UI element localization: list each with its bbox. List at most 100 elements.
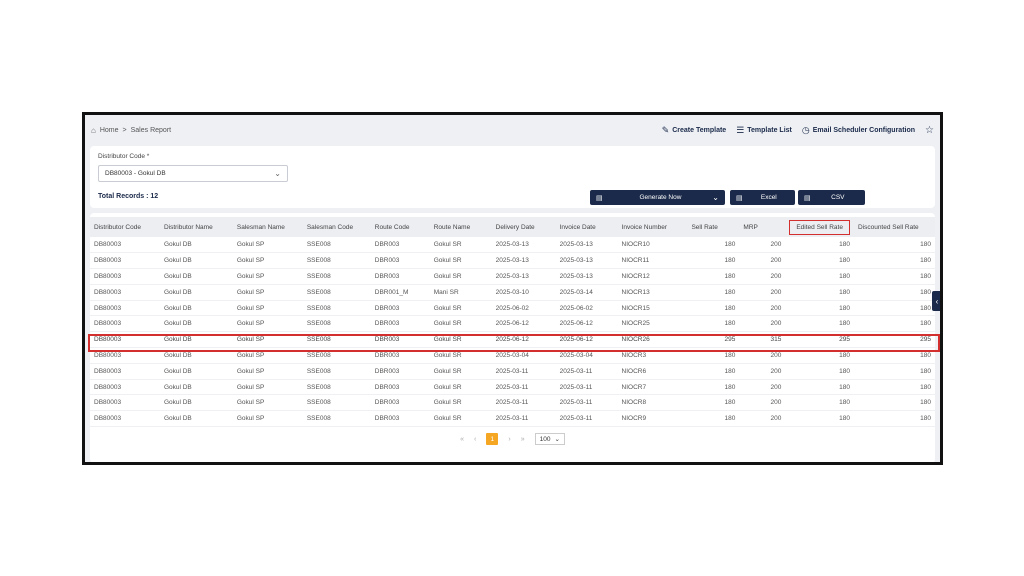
table-cell: 180 <box>853 315 935 333</box>
column-header[interactable]: Sell Rate <box>687 217 740 237</box>
table-cell: Gokul DB <box>159 379 233 396</box>
table-row[interactable]: DB80003 Gokul DB Gokul SP SSE008 DBR003 Gokul… <box>90 300 935 317</box>
table-cell: Gokul SP <box>232 252 303 270</box>
table-cell: Gokul SR <box>429 315 492 333</box>
table-cell: DBR001_M <box>370 284 430 301</box>
table-cell: 180 <box>785 363 854 380</box>
table-cell: 2025-03-11 <box>555 410 618 428</box>
column-header[interactable]: Invoice Date <box>555 217 618 237</box>
column-header-label: Delivery Date <box>495 223 535 231</box>
table-cell: DB80003 <box>90 300 160 317</box>
table-cell: 2025-03-13 <box>555 268 618 285</box>
first-page-icon[interactable]: « <box>460 435 464 443</box>
table-header-row: Distributor Code Distributor Name Salesman… <box>90 217 935 237</box>
table-cell: 180 <box>853 410 935 428</box>
table-row[interactable]: DB80003 Gokul DB Gokul SP SSE008 DBR003 Gokul… <box>90 268 935 285</box>
column-header[interactable]: Distributor Name <box>159 217 233 237</box>
table-row[interactable]: DB80003 Gokul DB Gokul SP SSE008 DBR003 Gokul… <box>90 331 935 349</box>
next-page-icon[interactable]: › <box>508 435 511 443</box>
table-row[interactable]: DB80003 Gokul DB Gokul SP SSE008 DBR003 Gokul… <box>90 410 935 428</box>
current-page[interactable]: 1 <box>486 433 499 445</box>
generate-now-label: Generate Now <box>639 194 682 201</box>
table-row[interactable]: DB80003 Gokul DB Gokul SP SSE008 DBR003 Gokul… <box>90 347 935 364</box>
column-header-label: Sell Rate <box>691 223 718 231</box>
table-cell: SSE008 <box>302 315 371 333</box>
table-cell: NIOCR12 <box>617 268 688 285</box>
header-actions: ✎ Create Template ☰ Template List ◷ Emai… <box>662 125 934 136</box>
table-cell: Gokul SP <box>232 284 303 301</box>
column-header[interactable]: Discounted Sell Rate <box>853 217 935 237</box>
column-header[interactable]: Salesman Name <box>232 217 303 237</box>
table-cell: Gokul DB <box>159 363 233 380</box>
table-cell: 180 <box>687 410 740 428</box>
table-cell: Gokul DB <box>159 394 233 412</box>
star-icon[interactable]: ☆ <box>925 124 934 136</box>
table-cell: NIOCR10 <box>617 237 688 254</box>
create-template-button[interactable]: ✎ Create Template <box>662 125 727 136</box>
table-cell: Gokul DB <box>159 300 233 317</box>
table-cell: 180 <box>853 268 935 285</box>
chevron-down-icon[interactable]: ⌄ <box>712 193 719 202</box>
column-header[interactable]: Route Code <box>370 217 430 237</box>
table-cell: 200 <box>739 315 786 333</box>
table-cell: DBR003 <box>370 315 430 333</box>
table-row[interactable]: DB80003 Gokul DB Gokul SP SSE008 DBR003 Gokul… <box>90 237 935 254</box>
breadcrumb-home[interactable]: Home <box>99 126 119 134</box>
table-cell: 200 <box>739 284 786 301</box>
table-cell: 180 <box>687 252 740 270</box>
email-scheduler-button[interactable]: ◷ Email Scheduler Configuration <box>802 125 915 136</box>
generate-now-button[interactable]: ▤ Generate Now ⌄ <box>590 190 725 205</box>
table-cell: 180 <box>853 379 935 396</box>
table-cell: Gokul SR <box>429 394 492 412</box>
column-header[interactable]: MRP <box>739 217 786 237</box>
distributor-code-select[interactable]: DB80003 - Gokul DB ⌄ <box>98 165 288 182</box>
table-cell: 295 <box>853 331 935 349</box>
table-cell: 2025-03-11 <box>491 394 556 412</box>
table-cell: 2025-03-13 <box>555 237 618 254</box>
table-row[interactable]: DB80003 Gokul DB Gokul SP SSE008 DBR003 Gokul… <box>90 379 935 396</box>
table-row[interactable]: DB80003 Gokul DB Gokul SP SSE008 DBR003 Gokul… <box>90 315 935 333</box>
table-cell: 180 <box>687 363 740 380</box>
list-icon: ☰ <box>736 124 745 135</box>
table-cell: DBR003 <box>370 331 430 349</box>
chevron-down-icon: ⌄ <box>274 169 281 178</box>
table-cell: DB80003 <box>90 315 160 333</box>
home-icon[interactable]: ⌂ <box>91 125 96 135</box>
table-cell: 2025-06-12 <box>491 315 556 333</box>
excel-label: Excel <box>760 194 777 201</box>
csv-button[interactable]: ▤ CSV <box>798 190 865 205</box>
column-header-label: MRP <box>743 223 758 231</box>
collapse-panel-toggle[interactable]: ‹ <box>932 291 940 311</box>
table-cell: SSE008 <box>302 410 371 428</box>
table-cell: Gokul SP <box>232 315 303 333</box>
create-template-label: Create Template <box>672 126 727 134</box>
column-header[interactable]: Edited Sell Rate <box>785 217 854 237</box>
last-page-icon[interactable]: » <box>520 435 525 443</box>
column-header[interactable]: Salesman Code <box>302 217 371 237</box>
column-header[interactable]: Invoice Number <box>617 217 688 237</box>
table-cell: Gokul DB <box>159 315 233 333</box>
excel-button[interactable]: ▤ Excel <box>730 190 795 205</box>
column-header-label: Route Name <box>433 223 471 231</box>
column-header[interactable]: Delivery Date <box>491 217 556 237</box>
table-row[interactable]: DB80003 Gokul DB Gokul SP SSE008 DBR001_M Man… <box>90 284 935 301</box>
column-header[interactable]: Route Name <box>429 217 492 237</box>
table-cell: DB80003 <box>90 410 160 428</box>
table-row[interactable]: DB80003 Gokul DB Gokul SP SSE008 DBR003 Gokul… <box>90 394 935 412</box>
csv-label: CSV <box>831 194 845 201</box>
table-row[interactable]: DB80003 Gokul DB Gokul SP SSE008 DBR003 Gokul… <box>90 363 935 380</box>
file-icon: ▤ <box>804 194 811 202</box>
table-cell: DB80003 <box>90 394 160 412</box>
template-list-button[interactable]: ☰ Template List <box>736 125 792 136</box>
table-cell: 180 <box>785 300 854 317</box>
table-row[interactable]: DB80003 Gokul DB Gokul SP SSE008 DBR003 Gokul… <box>90 252 935 270</box>
prev-page-icon[interactable]: ‹ <box>474 435 477 443</box>
table-cell: DBR003 <box>370 268 430 285</box>
table-cell: 180 <box>785 347 854 364</box>
table-cell: NIOCR25 <box>617 315 688 333</box>
page-size-select[interactable]: 100 ⌄ <box>534 433 565 445</box>
table-cell: 180 <box>687 300 740 317</box>
table-cell: 295 <box>785 331 854 349</box>
column-header[interactable]: Distributor Code <box>90 217 160 237</box>
table-cell: NIOCR13 <box>617 284 688 301</box>
